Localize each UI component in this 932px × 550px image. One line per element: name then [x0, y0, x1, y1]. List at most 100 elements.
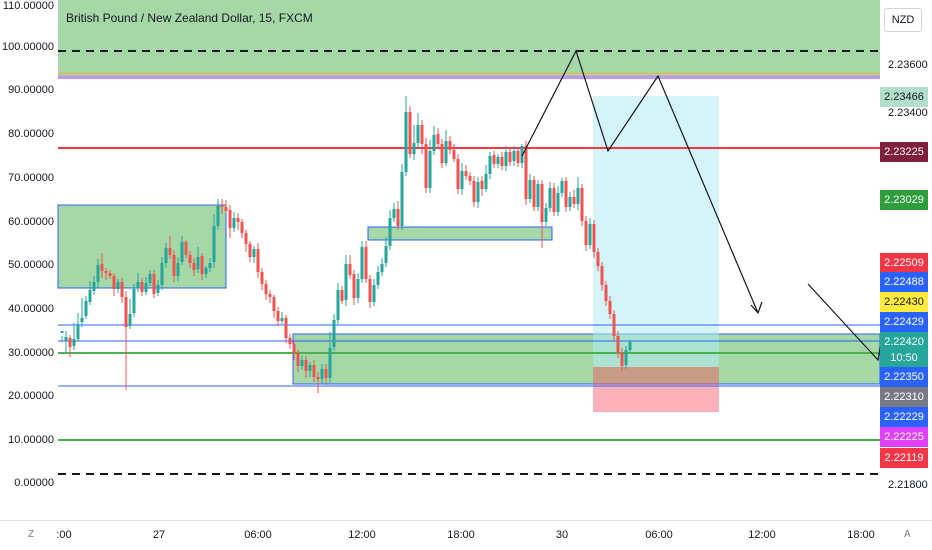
candle — [328, 332, 332, 383]
candle-body — [76, 324, 80, 339]
demand-zone — [57, 204, 227, 289]
candle-body — [412, 143, 416, 154]
candle — [264, 280, 268, 300]
candle-body — [480, 181, 484, 189]
last-price-badge: 2.22420 — [880, 332, 928, 352]
candle-body — [380, 264, 384, 272]
candle-body — [96, 265, 100, 282]
time-label: 06:00 — [244, 529, 272, 541]
candle-body — [180, 242, 184, 262]
candle-body — [544, 208, 548, 222]
candle-body — [356, 279, 360, 298]
candle-body — [612, 314, 616, 336]
candle — [528, 174, 532, 203]
candle — [268, 290, 272, 303]
candle-body — [160, 263, 164, 285]
candle — [436, 128, 440, 149]
auto-scale-icon[interactable]: A — [904, 529, 911, 540]
left-price-axis[interactable]: 110.00000 100.00000 90.00000 80.00000 70… — [0, 0, 58, 520]
candle-body — [624, 350, 628, 365]
demand-zone — [367, 226, 553, 241]
candle — [404, 96, 408, 176]
candle — [336, 283, 340, 324]
candle — [556, 186, 560, 216]
candle — [500, 152, 504, 170]
candle — [76, 313, 80, 341]
candle — [600, 262, 604, 291]
price-badge: 2.22430 — [880, 292, 928, 312]
candle-body — [600, 266, 604, 285]
candle — [504, 146, 508, 171]
candle — [228, 205, 232, 238]
candle-body — [500, 157, 504, 166]
candle — [248, 241, 252, 262]
candle — [552, 183, 556, 216]
candle-body — [536, 184, 540, 207]
candle-body — [344, 264, 348, 300]
candle — [472, 176, 476, 207]
candle-body — [572, 197, 576, 204]
candle-body — [172, 255, 176, 276]
candle — [596, 248, 600, 271]
candle — [112, 273, 116, 296]
candle — [424, 138, 428, 193]
projection-path — [807, 283, 880, 362]
candle-body — [116, 282, 120, 289]
candle-body — [348, 264, 352, 275]
price-badge: 2.22225 — [880, 427, 928, 447]
candle — [516, 148, 520, 167]
time-label: 12:00 — [748, 529, 776, 541]
candle — [152, 270, 156, 298]
target-zone — [593, 96, 719, 367]
zoom-icon[interactable]: Z — [28, 529, 35, 540]
candle — [252, 246, 256, 263]
price-badge: 2.22119 — [880, 448, 928, 468]
candle-body — [72, 339, 76, 346]
candle — [100, 253, 104, 278]
candle — [568, 192, 572, 211]
time-axis[interactable]: Z :00 27 06:00 12:00 18:00 30 06:00 12:0… — [0, 520, 932, 550]
candle-body — [192, 263, 196, 270]
candle-body — [92, 282, 96, 291]
left-axis-label: 60.00000 — [8, 216, 54, 228]
candle-body — [592, 224, 596, 252]
candle-body — [556, 193, 560, 212]
candle-body — [156, 285, 160, 293]
right-price-axis[interactable]: 2.23600 2.23400 2.21800 — [880, 0, 932, 520]
time-label: 18:00 — [847, 529, 875, 541]
candle — [612, 310, 616, 341]
candle — [272, 295, 276, 318]
supply-zone — [58, 0, 880, 74]
candle — [288, 334, 292, 349]
candle-body — [328, 348, 332, 378]
candle-body — [164, 248, 168, 263]
left-axis-label: 100.00000 — [2, 41, 54, 53]
chart-canvas[interactable] — [0, 0, 880, 520]
candle — [284, 315, 288, 343]
candle-body — [452, 150, 456, 159]
candle — [312, 360, 316, 382]
time-label: 27 — [152, 529, 166, 541]
symbol-title[interactable]: British Pound / New Zealand Dollar, 15, … — [66, 11, 313, 25]
candle-body — [304, 360, 308, 371]
candle — [60, 331, 64, 342]
candle-body — [128, 314, 132, 326]
drawings-background — [57, 0, 880, 475]
currency-button[interactable]: NZD — [884, 8, 922, 32]
candle — [588, 218, 592, 249]
candle — [168, 236, 172, 259]
candle-body — [232, 218, 236, 228]
candle-body — [468, 176, 472, 181]
candle — [220, 199, 224, 214]
candle-body — [244, 233, 248, 244]
candle-body — [532, 180, 536, 207]
candle — [224, 200, 228, 213]
candle — [400, 164, 404, 230]
candle-body — [312, 365, 316, 377]
candle — [460, 163, 464, 195]
candle — [412, 125, 416, 160]
candle — [88, 281, 92, 305]
candle — [524, 141, 528, 205]
candle-body — [204, 268, 208, 274]
demand-zone — [292, 333, 880, 385]
